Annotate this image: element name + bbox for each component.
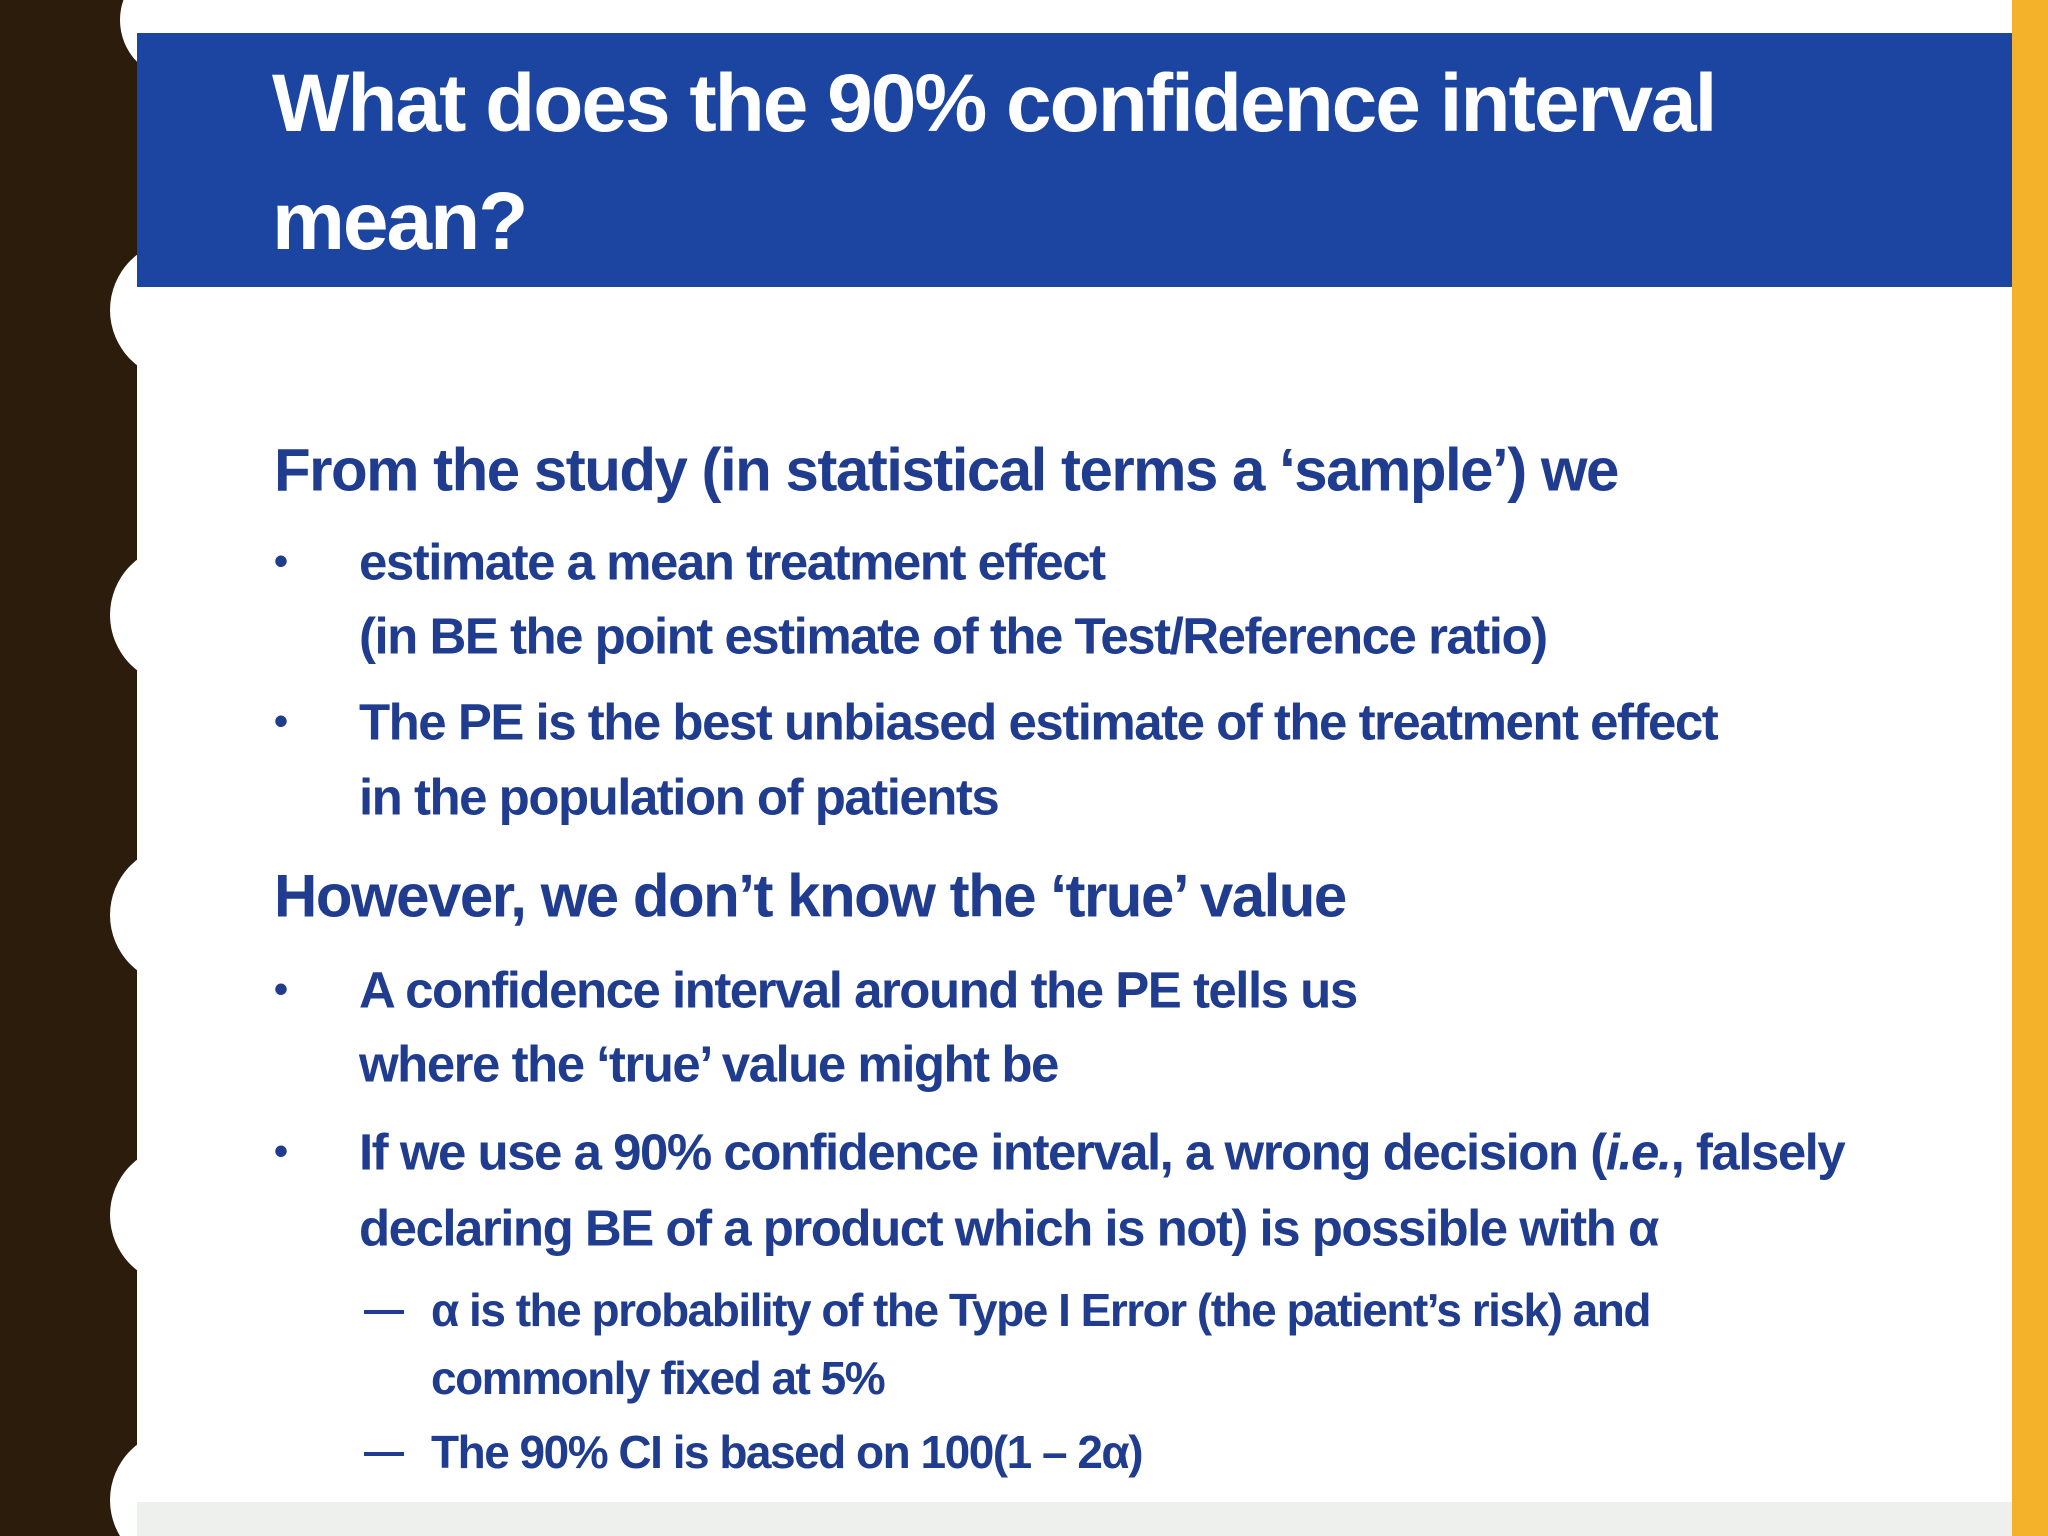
text-line: declaring BE of a product which is not) … <box>359 1199 1659 1257</box>
text-line: From the study (in statistical terms a ‘… <box>274 436 1619 504</box>
title-band <box>137 33 2012 287</box>
text-span: i.e. <box>1605 1123 1672 1181</box>
dash: — <box>364 1429 404 1474</box>
text-line: α is the probability of the Type I Error… <box>431 1284 1651 1336</box>
text-line: (in BE the point estimate of the Test/Re… <box>359 607 1548 665</box>
text-line: If we use a 90% confidence interval, a w… <box>359 1123 1846 1182</box>
bullet: • <box>274 967 289 1012</box>
title-line: What does the 90% confidence interval <box>272 58 1717 149</box>
text-line: where the ‘true’ value might be <box>359 1035 1059 1093</box>
bottom-margin <box>137 1502 2012 1536</box>
text-line: commonly fixed at 5% <box>431 1352 886 1404</box>
text-line: in the population of patients <box>359 768 1000 826</box>
text-line: The PE is the best unbiased estimate of … <box>359 693 1719 751</box>
title-line: mean? <box>272 176 528 267</box>
text-line: However, we don’t know the ‘true’ value <box>274 862 1347 930</box>
bullet: • <box>274 1129 289 1174</box>
text-span: If we use a 90% confidence interval, a w… <box>359 1123 1607 1181</box>
left-strip <box>0 0 137 1536</box>
text-span: , falsely <box>1670 1123 1846 1181</box>
bullet: • <box>274 699 289 744</box>
bullet: • <box>274 539 289 584</box>
right-strip <box>2012 0 2048 1536</box>
text-line: estimate a mean treatment effect <box>359 533 1106 591</box>
dash: — <box>364 1287 404 1332</box>
text-line: The 90% CI is based on 100(1 – 2α) <box>431 1426 1144 1478</box>
text-line: A confidence interval around the PE tell… <box>359 961 1358 1019</box>
